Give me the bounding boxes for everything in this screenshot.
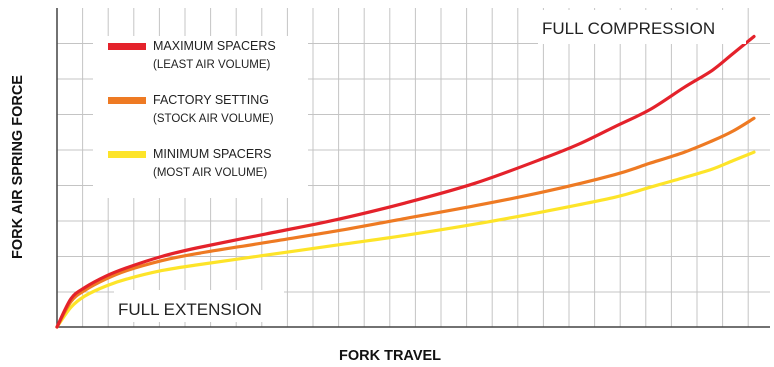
annotation-full-compression: FULL COMPRESSION [542,19,715,38]
legend-background [93,36,308,198]
legend-sublabel: (STOCK AIR VOLUME) [153,113,274,125]
legend-item-maximum-spacers: MAXIMUM SPACERS (LEAST AIR VOLUME) [108,39,276,71]
legend-label: MINIMUM SPACERS [153,147,272,161]
legend-swatch [108,43,146,50]
full-extension-box [114,290,284,322]
legend-label: MAXIMUM SPACERS [153,39,276,53]
legend-item-factory-setting: FACTORY SETTING (STOCK AIR VOLUME) [108,93,274,125]
series-line-minimum-spacers [55,150,756,329]
legend: MAXIMUM SPACERS (LEAST AIR VOLUME) FACTORY… [108,39,276,179]
legend-swatch [108,97,146,104]
legend-item-minimum-spacers: MINIMUM SPACERS (MOST AIR VOLUME) [108,147,272,179]
series-line-factory-setting [55,116,756,329]
full-compression-box [538,10,746,44]
axes [56,8,770,328]
series-line-maximum-spacers [55,34,756,329]
y-axis-title: FORK AIR SPRING FORCE [10,75,26,259]
series-lines [55,34,756,329]
legend-sublabel: (MOST AIR VOLUME) [153,167,267,179]
legend-sublabel: (LEAST AIR VOLUME) [153,59,271,71]
legend-swatch [108,151,146,158]
annotation-full-extension: FULL EXTENSION [118,300,262,319]
legend-label: FACTORY SETTING [153,93,269,107]
x-axis-title: FORK TRAVEL [339,348,441,364]
